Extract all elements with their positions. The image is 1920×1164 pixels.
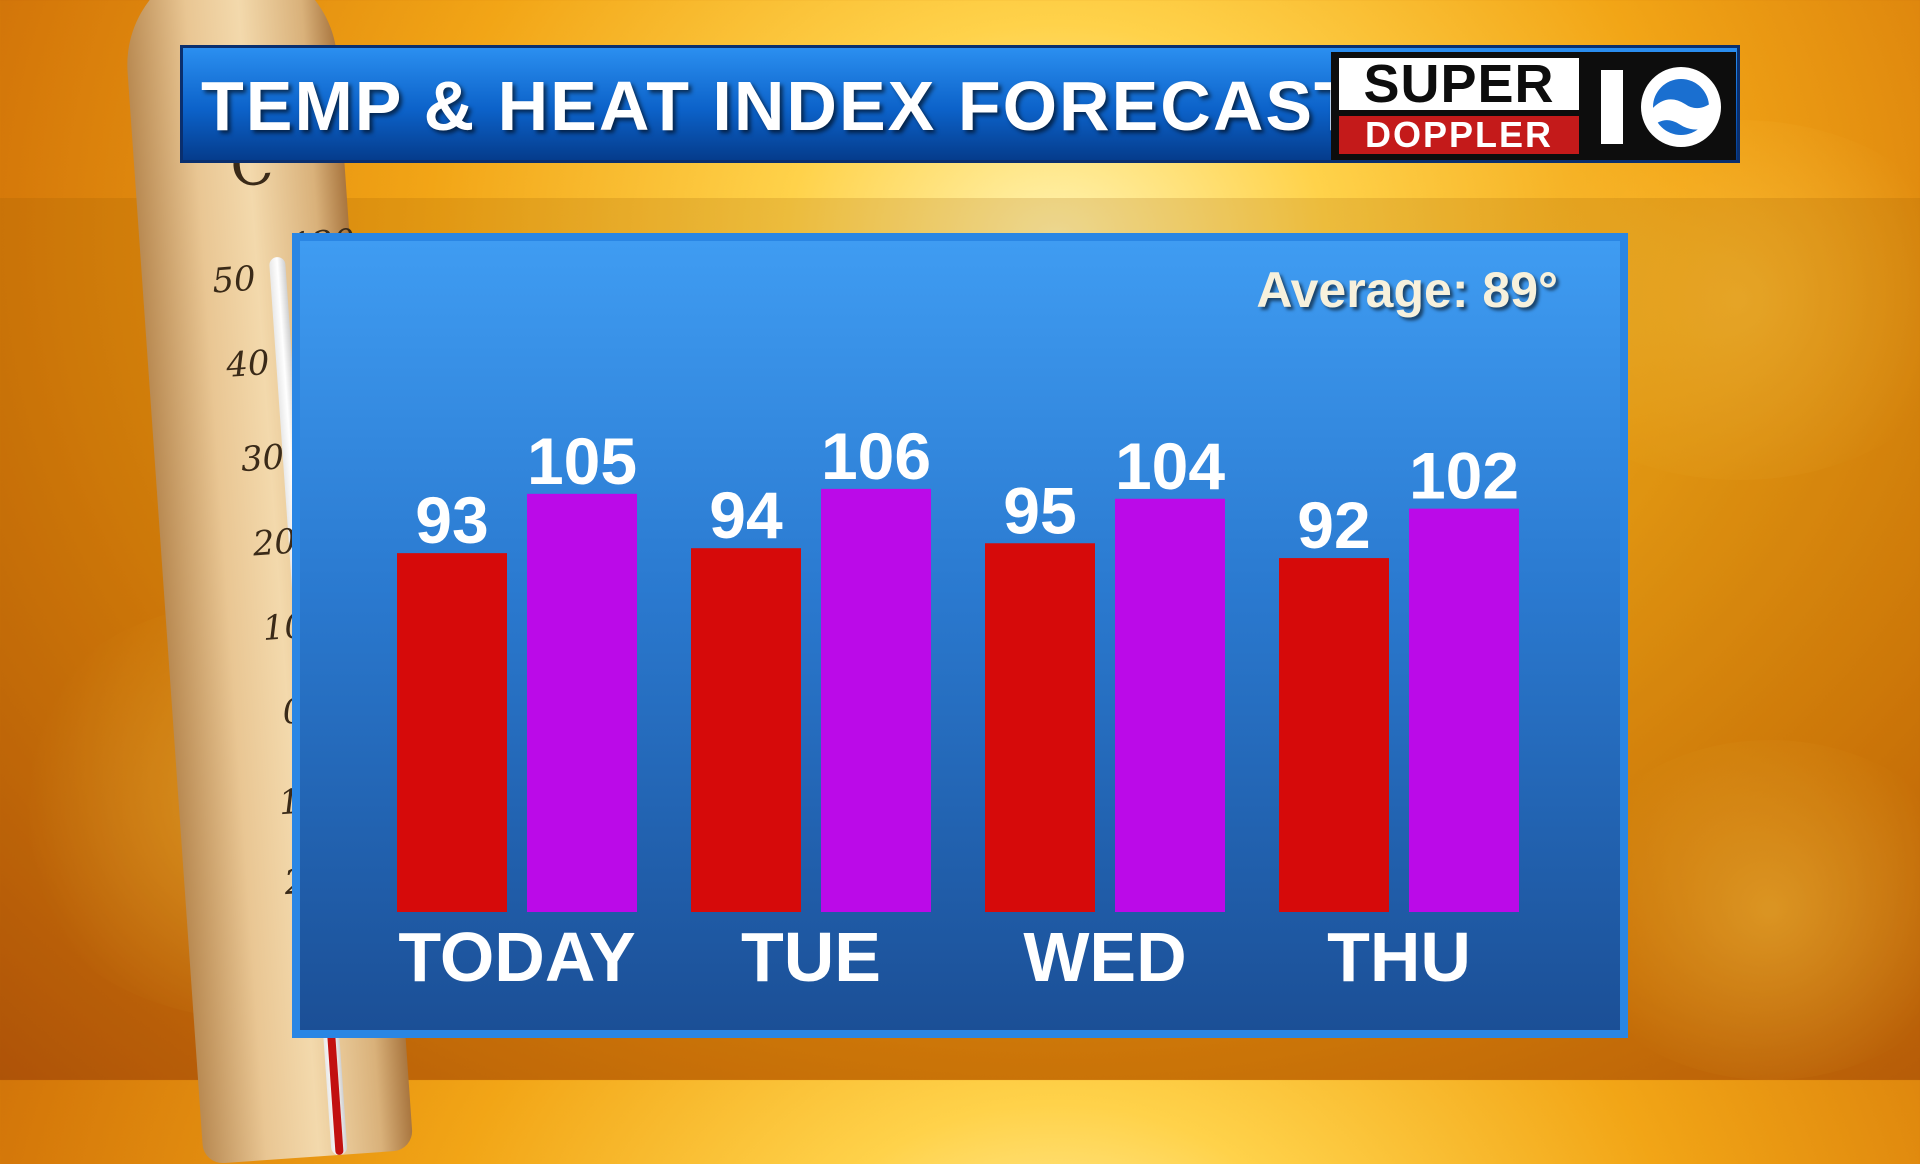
channel-10-wave-icon (1601, 67, 1721, 147)
average-annotation: Average: 89° (1256, 262, 1558, 318)
celsius-tick: 20 (251, 521, 298, 565)
heat-index-value-thu: 102 (1409, 439, 1519, 513)
temperature-bar-wed (985, 543, 1095, 912)
category-label-tue: TUE (741, 918, 881, 996)
bar-chart: 93 105 TODAY 94 106 TUE 95 104 WED 92 102 THU (397, 419, 1519, 996)
heat-index-value-today: 105 (527, 424, 637, 498)
header-banner: TEMP & HEAT INDEX FORECAST SUPER DOPPLER (180, 45, 1740, 163)
heat-index-bar-wed (1115, 498, 1225, 912)
heat-index-value-tue: 106 (821, 419, 931, 493)
heat-index-bar-today (527, 493, 637, 912)
logo-super-text: SUPER (1339, 57, 1579, 111)
temperature-value-today: 93 (415, 483, 488, 557)
celsius-tick: 50 (211, 258, 257, 302)
temperature-bar-thu (1279, 558, 1389, 912)
category-label-thu: THU (1327, 918, 1471, 996)
page-title: TEMP & HEAT INDEX FORECAST (201, 67, 1359, 145)
station-logo: SUPER DOPPLER (1331, 52, 1736, 160)
heat-index-value-wed: 104 (1115, 429, 1225, 503)
temperature-bar-today (397, 553, 507, 912)
temperature-value-wed: 95 (1003, 473, 1076, 547)
temperature-value-tue: 94 (709, 478, 783, 552)
temperature-value-thu: 92 (1297, 488, 1370, 562)
celsius-tick: 40 (224, 342, 271, 386)
heat-index-bar-tue (821, 488, 931, 912)
category-label-wed: WED (1023, 918, 1186, 996)
temperature-bar-tue (691, 548, 801, 912)
chart-panel: Average: 89° 93 105 TODAY 94 106 TUE 95 104 WED 9… (292, 233, 1628, 1038)
category-label-today: TODAY (398, 918, 635, 996)
logo-doppler-text: DOPPLER (1339, 116, 1579, 154)
celsius-tick: 30 (239, 437, 286, 481)
heat-index-bar-thu (1409, 508, 1519, 912)
